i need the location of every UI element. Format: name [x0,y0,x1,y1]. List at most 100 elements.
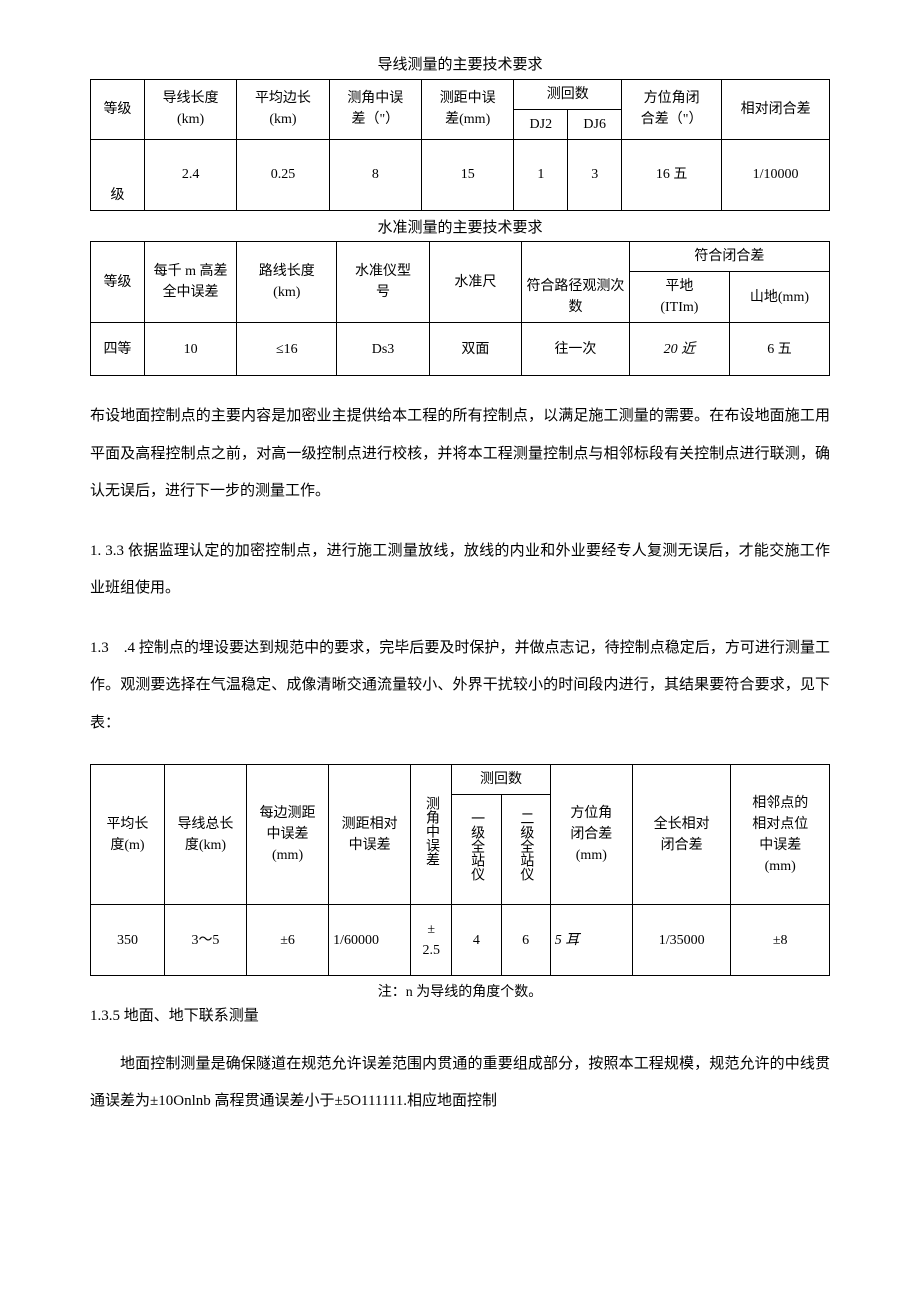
section-heading: 1.3.5 地面、地下联系测量 [90,1005,830,1028]
cell: 5 耳 [550,905,632,976]
t2-h-level: 等级 [91,242,145,323]
cell: 1/60000 [329,905,411,976]
cell: ±8 [731,905,830,976]
cell: 15 [422,139,514,210]
cell: 四等 [91,323,145,376]
cell: 级 [91,139,145,210]
cell-text: 测距中误 [440,91,496,106]
t2-h-inst: 水准仪型 号 [337,242,429,323]
cell-text: 相邻点的 [752,796,808,811]
table-row: 四等 10 ≤16 Ds3 双面 往一次 20 近 6 五 [91,323,830,376]
cell-text: 相对点位 [752,817,808,832]
cell: 6 [501,905,550,976]
cell-text: 闭合差 [661,838,703,853]
table2-caption: 水准测量的主要技术要求 [90,217,830,240]
t2-h-close: 符合闭合差 [629,242,829,272]
t3-h-rounds: 测回数 [452,765,551,795]
cell-text: (mm) [272,848,303,863]
cell-text: 全长相对 [654,817,710,832]
t1-h-level: 等级 [91,79,145,139]
cell-text: 度(km) [185,838,226,853]
paragraph: 布设地面控制点的主要内容是加密业主提供给本工程的所有控制点，以满足施工测量的需要… [90,398,830,511]
table-row: 平均长 度(m) 导线总长 度(km) 每边测距 中误差 (mm) 测距相对 中… [91,765,830,795]
cell: 2.4 [144,139,236,210]
cell: Ds3 [337,323,429,376]
cell: 1/10000 [722,139,830,210]
t1-h-rounds: 测回数 [514,79,622,109]
cell-text: 中误差 [759,838,801,853]
cell-text: 中误差 [349,838,391,853]
cell-text: 一级全站仪 [469,811,484,881]
table-row: 等级 每千 m 高差全中误差 路线长度 (km) 水准仪型 号 水准尺 符合路径… [91,242,830,272]
t1-h-azimuth: 方位角闭 合差（"） [622,79,722,139]
cell: ± 2.5 [411,905,452,976]
t2-h-obs: 符合路径观测次数 [522,242,630,323]
cell: 双面 [429,323,521,376]
cell-text: (mm) [576,848,607,863]
t3-h-avglen: 平均长 度(m) [91,765,165,905]
t3-h-neighbor: 相邻点的 相对点位 中误差 (mm) [731,765,830,905]
cell-text: (km) [269,112,296,127]
cell: 4 [452,905,501,976]
t3-h-azimuth: 方位角 闭合差 (mm) [550,765,632,905]
cell-text: 水准仪型 [355,264,411,279]
cell-text: 20 近 [664,342,696,357]
t3-h-ts1: 一级全站仪 [452,795,501,905]
cell-text: 中误差 [267,827,309,842]
t2-h-err: 每千 m 高差全中误差 [144,242,236,323]
cell-text: (km) [273,285,300,300]
table-row: 级 2.4 0.25 8 15 1 3 16 五 1/10000 [91,139,830,210]
paragraph: 1.3 .4 控制点的埋设要达到规范中的要求，完毕后要及时保护，并做点志记，待控… [90,630,830,743]
cell-text: 方位角闭 [644,91,700,106]
cell: 1/35000 [632,905,731,976]
cell-text: 方位角 [570,806,612,821]
cell-text: 差(mm) [445,112,490,127]
paragraph: 地面控制测量是确保隧道在规范允许误差范围内贯通的重要组成部分，按照本工程规模，规… [90,1046,830,1121]
cell-text: (km) [177,112,204,127]
cell: 6 五 [729,323,829,376]
cell: ≤16 [237,323,337,376]
t3-h-totalrel: 全长相对 闭合差 [632,765,731,905]
cell: 10 [144,323,236,376]
t1-h-dist: 测距中误 差(mm) [422,79,514,139]
cell-text: 2.5 [422,943,440,958]
cell-text: 路线长度 [259,264,315,279]
t2-h-mtn: 山地(mm) [729,272,829,323]
cell-text: 二级全站仪 [518,811,533,881]
t2-h-staff: 水准尺 [429,242,521,323]
cell-text: 平地 [665,279,693,294]
cell: 3 [568,139,622,210]
cell: 8 [329,139,421,210]
cell: 350 [91,905,165,976]
t1-h-length: 导线长度 (km) [144,79,236,139]
table2: 等级 每千 m 高差全中误差 路线长度 (km) 水准仪型 号 水准尺 符合路径… [90,241,830,376]
cell-text: 测角中误 [347,91,403,106]
table1-caption: 导线测量的主要技术要求 [90,54,830,77]
cell-text: 度(m) [110,838,144,853]
cell-text: 每边测距 [260,806,316,821]
t1-h-rel: 相对闭合差 [722,79,830,139]
table-row: 等级 导线长度 (km) 平均边长 (km) 测角中误 差（"） 测距中误 差(… [91,79,830,109]
t3-h-side: 每边测距 中误差 (mm) [247,765,329,905]
t3-h-rel: 测距相对 中误差 [329,765,411,905]
t1-h-dj2: DJ2 [514,109,568,139]
t1-h-avg: 平均边长 (km) [237,79,329,139]
table1: 等级 导线长度 (km) 平均边长 (km) 测角中误 差（"） 测距中误 差(… [90,79,830,211]
cell-text: 5 耳 [555,933,580,948]
paragraph: 1. 3.3 依据监理认定的加密控制点，进行施工测量放线，放线的内业和外业要经专… [90,533,830,608]
table3: 平均长 度(m) 导线总长 度(km) 每边测距 中误差 (mm) 测距相对 中… [90,764,830,976]
cell-text: (mm) [765,859,796,874]
t1-h-dj6: DJ6 [568,109,622,139]
table-row: 350 3～5 ±6 1/60000 ± 2.5 4 6 5 耳 1/35000… [91,905,830,976]
t2-h-flat: 平地 (ITIm) [629,272,729,323]
cell-text: 导线总长 [177,817,233,832]
cell-text: ± [427,922,435,937]
cell-text: (ITIm) [660,300,698,315]
t3-h-angle: 测角中误差 [411,765,452,905]
cell-text: 测角中误差 [424,796,439,866]
cell: 3～5 [164,905,246,976]
cell: ±6 [247,905,329,976]
t3-h-ts2: 二级全站仪 [501,795,550,905]
cell: 0.25 [237,139,329,210]
cell: 往一次 [522,323,630,376]
